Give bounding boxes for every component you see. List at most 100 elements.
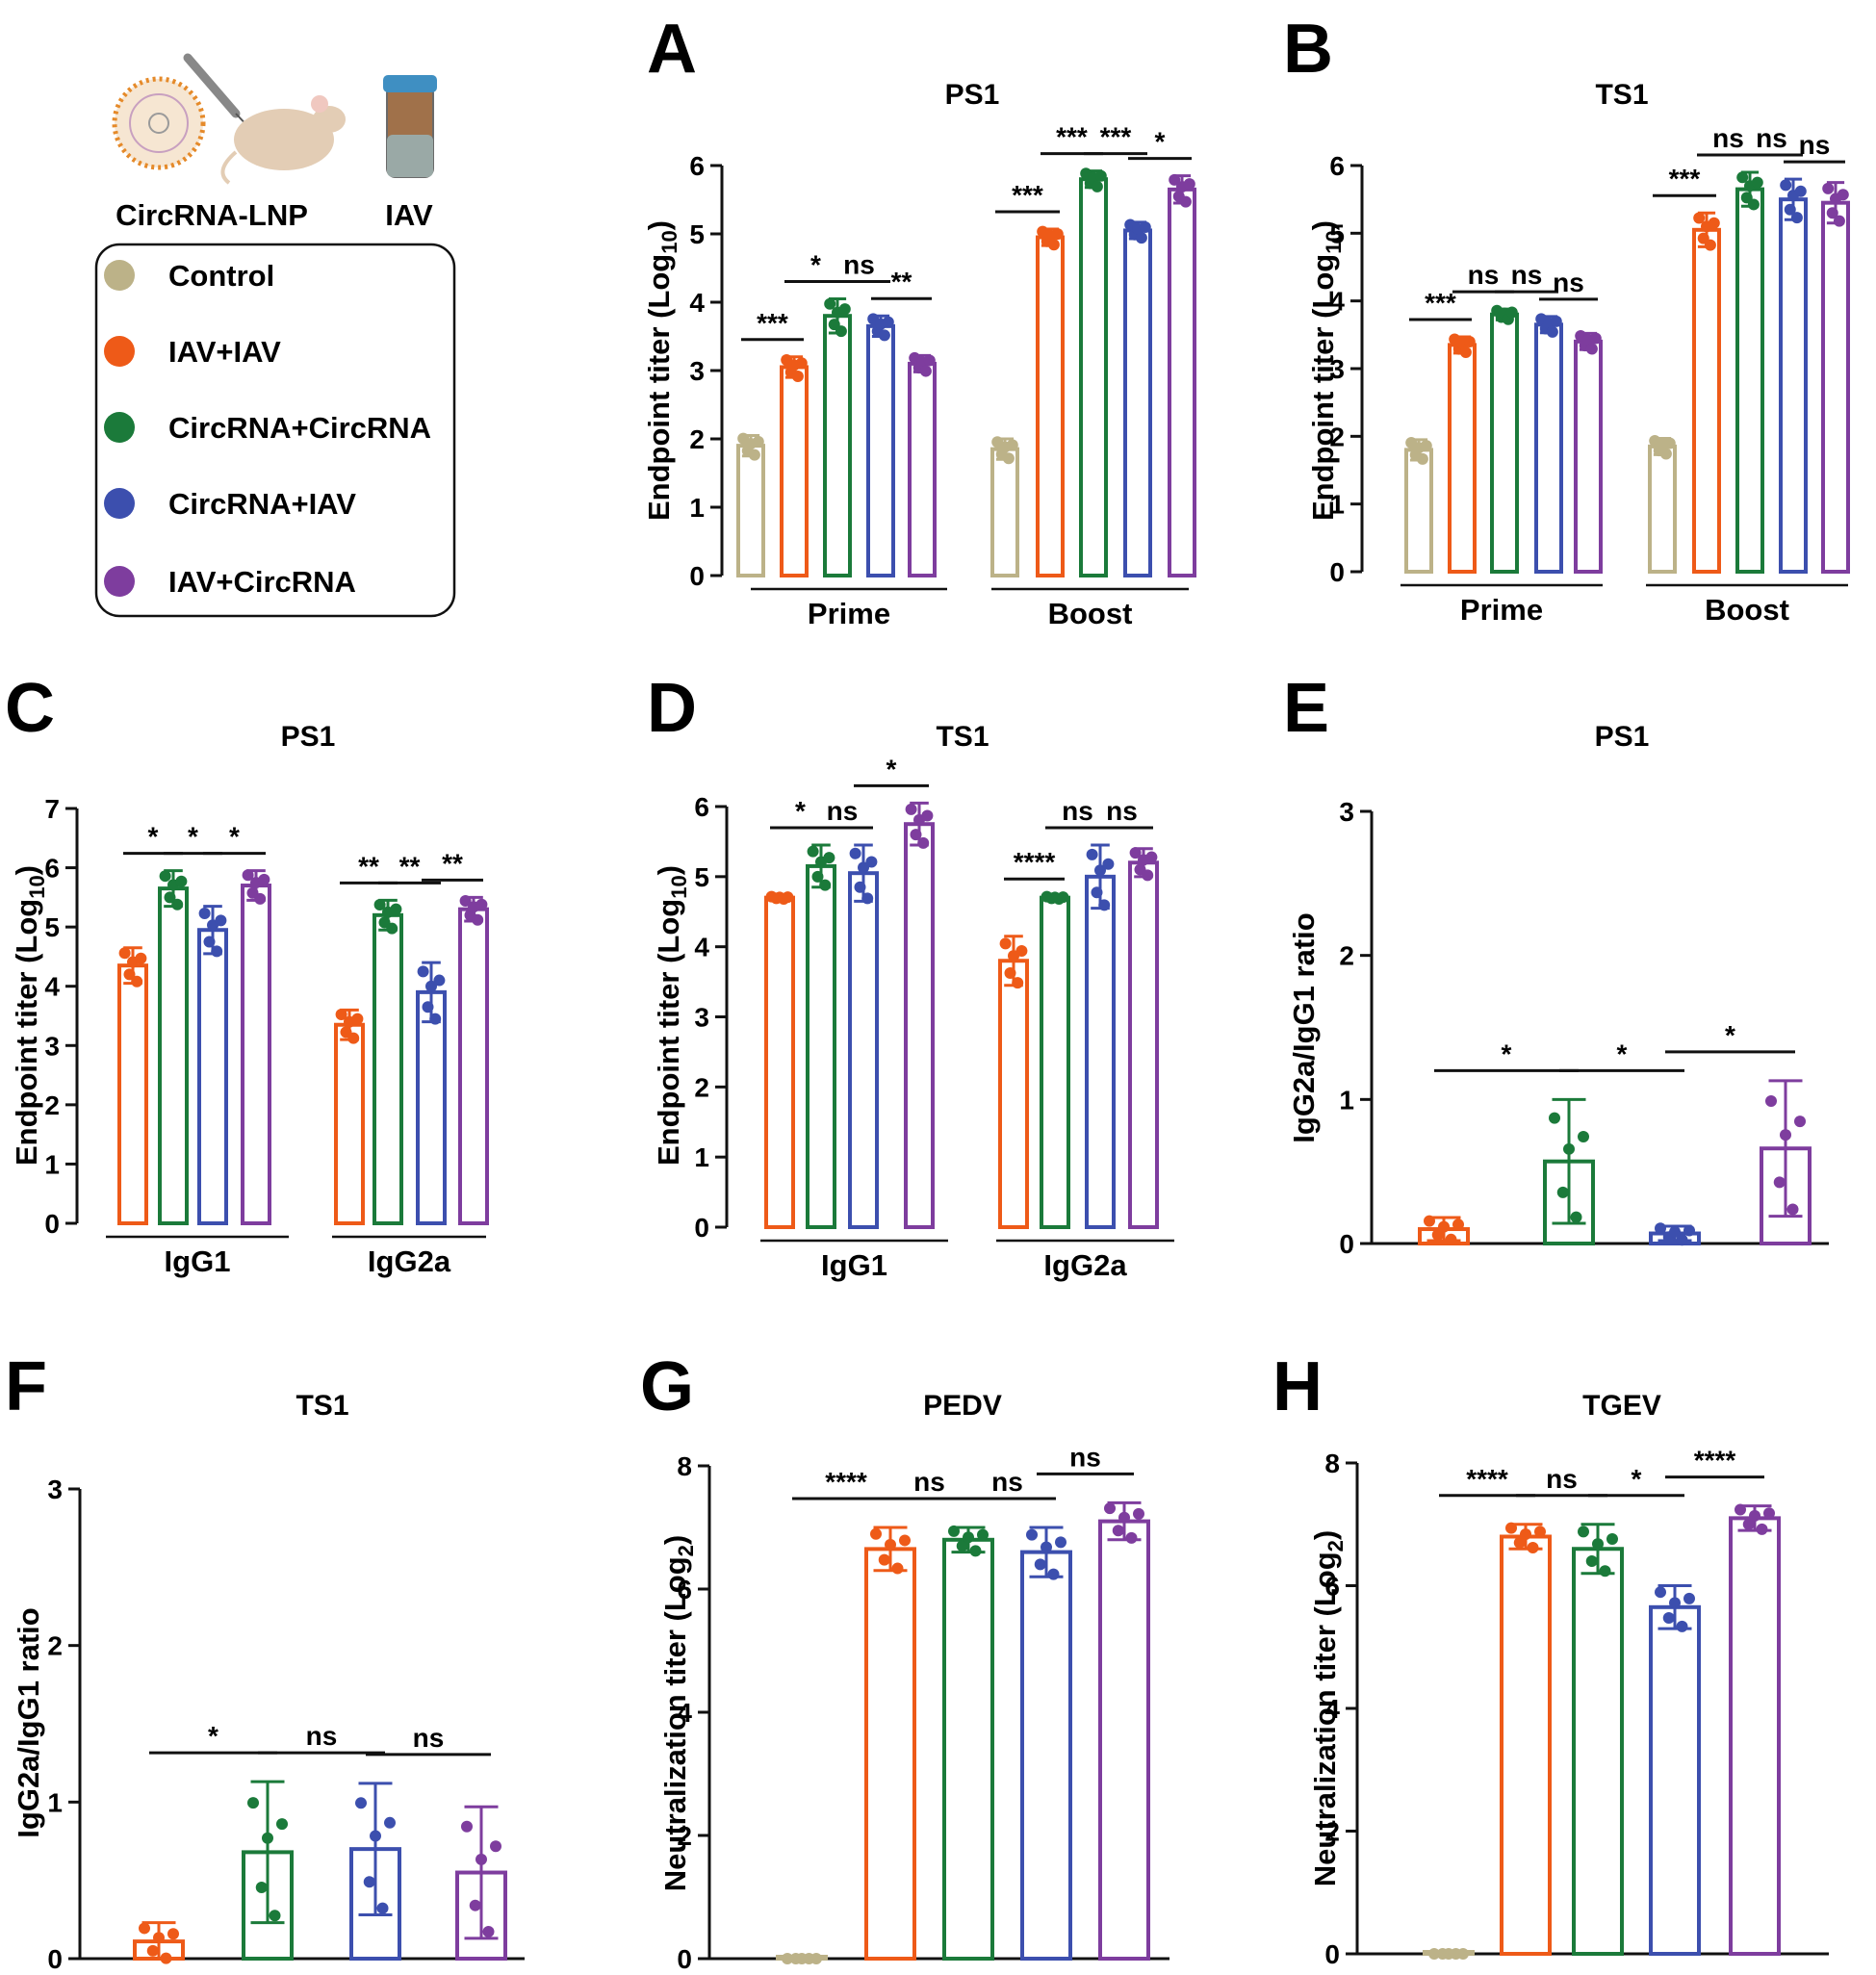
- y-tick-label: 4: [677, 1698, 692, 1728]
- data-point: [351, 1013, 364, 1025]
- chart-c-ps1: PS1 Endpoint titer (Log10) 0 1 2 3 4 5 6 7 IgG1 IgG…: [10, 721, 489, 1278]
- data-point: [1463, 336, 1476, 348]
- data-point: [882, 316, 894, 328]
- y-tick-label: 1: [1329, 490, 1345, 520]
- legend-item: IAV+CircRNA: [104, 565, 356, 599]
- y-tick-label: 6: [677, 1575, 692, 1604]
- y-axis-label: IgG2a/IgG1 ratio: [12, 1607, 45, 1837]
- significance-label: ns: [991, 1467, 1023, 1497]
- bar-circrna-iav: [866, 323, 895, 577]
- data-point: [1091, 180, 1103, 192]
- data-point: [948, 1525, 960, 1537]
- bar-circrna-iav: [1649, 1604, 1701, 1956]
- data-point: [490, 1840, 501, 1853]
- y-axis-label-subscript: 2: [1323, 1540, 1348, 1552]
- significance-label: ns: [413, 1723, 445, 1753]
- data-point: [1012, 977, 1024, 989]
- legend-swatch: [104, 488, 135, 519]
- chart-g-pedv: PEDV Neutralization titer (Log2) 0 2 4 6 8 ****…: [658, 1390, 1169, 1974]
- data-point: [824, 297, 836, 310]
- data-point: [854, 881, 866, 893]
- data-point: [1452, 1218, 1464, 1231]
- data-point: [849, 847, 861, 859]
- data-point: [1606, 1533, 1618, 1546]
- bar-control: [1648, 444, 1677, 574]
- bar-iav-iav: [117, 963, 148, 1226]
- y-tick-label: 2: [44, 1090, 60, 1120]
- data-point: [748, 449, 760, 461]
- circrna-lnp-label: CircRNA-LNP: [116, 198, 308, 232]
- significance-label: ****: [1014, 847, 1056, 877]
- panel-letter-f: F: [5, 1348, 47, 1425]
- data-point: [1034, 1558, 1046, 1571]
- data-point: [1026, 1528, 1038, 1541]
- y-axis-label-end: ): [1308, 1530, 1342, 1540]
- data-point: [819, 879, 832, 891]
- bar-circrna-circrna: [1735, 187, 1764, 574]
- y-axis-label-subscript: 10: [25, 875, 49, 898]
- data-point: [386, 922, 398, 935]
- data-point: [1133, 1507, 1144, 1520]
- data-point: [1445, 1233, 1457, 1245]
- panel-letter-h: H: [1272, 1348, 1323, 1425]
- significance-label: ns: [1511, 260, 1543, 290]
- y-tick-label: 2: [694, 1072, 709, 1102]
- data-point: [1546, 325, 1558, 338]
- y-axis-label: IgG2a/IgG1 ratio: [1287, 912, 1321, 1142]
- group-label: Prime: [808, 597, 890, 630]
- group-label: IgG2a: [368, 1244, 451, 1278]
- y-tick-label: 8: [1324, 1449, 1340, 1478]
- data-point: [433, 974, 446, 987]
- y-axis-label-main: Endpoint titer (Log: [10, 899, 43, 1166]
- significance-label: **: [358, 851, 379, 881]
- significance-label: *: [810, 249, 821, 279]
- chart-d-ts1: TS1 Endpoint titer (Log10) 0 1 2 3 4 5 6 IgG1 IgG2…: [652, 721, 1174, 1282]
- data-point: [153, 1932, 165, 1944]
- data-point: [118, 947, 131, 960]
- significance-label: ns: [306, 1721, 338, 1751]
- data-point: [203, 936, 216, 948]
- data-point: [1041, 1541, 1052, 1553]
- y-tick-label: 6: [1324, 1572, 1340, 1602]
- data-point: [1655, 1222, 1666, 1235]
- data-point: [1669, 1597, 1681, 1609]
- y-tick-label: 6: [44, 854, 60, 884]
- significance-label: ***: [757, 308, 788, 338]
- y-tick-label: 6: [694, 792, 709, 822]
- data-point: [258, 873, 270, 885]
- data-point: [347, 1032, 360, 1044]
- legend-swatch: [104, 412, 135, 443]
- bar-iav-iav: [1448, 343, 1477, 574]
- y-tick-label: 2: [689, 424, 705, 454]
- data-point: [390, 903, 402, 915]
- bar-iav-circrna: [908, 361, 937, 577]
- bar-iav-iav: [1500, 1534, 1552, 1956]
- y-axis-label-end: ): [658, 1535, 692, 1545]
- bar-iav-circrna: [1729, 1516, 1781, 1956]
- data-point: [167, 1928, 179, 1940]
- data-point: [425, 980, 437, 992]
- data-point: [1505, 306, 1518, 319]
- y-tick-label: 4: [689, 288, 705, 318]
- data-point: [269, 1910, 281, 1922]
- y-axis-label-end: ): [10, 865, 43, 875]
- data-point: [1534, 1526, 1546, 1538]
- y-tick-label: 3: [694, 1003, 709, 1033]
- significance-label: ns: [913, 1467, 945, 1497]
- data-point: [417, 965, 429, 978]
- data-point: [1585, 343, 1598, 355]
- data-point: [1055, 1536, 1066, 1549]
- data-point: [835, 325, 847, 338]
- data-point: [376, 1902, 389, 1914]
- significance-label: ns: [843, 249, 875, 279]
- data-point: [807, 845, 819, 858]
- bar-iav-circrna: [1574, 339, 1603, 574]
- legend-label: IAV+IAV: [168, 335, 281, 369]
- y-tick-label: 4: [694, 933, 709, 962]
- y-tick-label: 1: [694, 1142, 709, 1172]
- legend-item: Control: [104, 259, 274, 293]
- data-point: [1683, 1592, 1695, 1604]
- bar-iav-iav: [1036, 235, 1065, 578]
- data-point: [1416, 452, 1428, 465]
